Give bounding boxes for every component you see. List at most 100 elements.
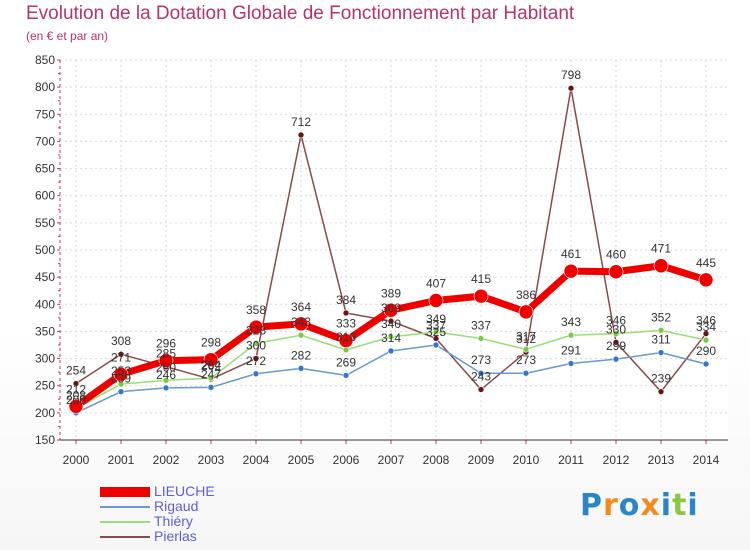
y-tick-label: 400 [35, 297, 55, 311]
data-label-lieuche: 445 [696, 256, 716, 270]
point-pierlas [342, 309, 350, 317]
data-label-thiry: 253 [111, 364, 131, 378]
point-rigaud [477, 369, 485, 377]
y-tick-label: 800 [35, 80, 55, 94]
data-label-lieuche: 460 [606, 248, 626, 262]
data-label-pierlas: 712 [291, 115, 311, 129]
point-rigaud [387, 347, 395, 355]
point-pierlas [702, 330, 710, 337]
point-thiry [657, 327, 665, 334]
y-tick-label: 850 [35, 53, 55, 67]
data-label-pierlas: 254 [66, 364, 86, 378]
point-pierlas [387, 317, 395, 325]
point-thiry [522, 346, 530, 353]
data-label-rigaud: 311 [651, 333, 670, 347]
data-label-thiry: 337 [471, 318, 491, 332]
data-label-thiry: 264 [201, 358, 221, 372]
point-lieuche [68, 399, 84, 414]
data-label-lieuche: 415 [471, 272, 491, 286]
y-tick-label: 300 [35, 352, 55, 366]
data-label-thiry: 349 [426, 312, 446, 326]
data-label-rigaud: 247 [201, 367, 221, 381]
data-label-thiry: 343 [291, 315, 311, 329]
point-thiry [477, 335, 485, 342]
data-label-pierlas: 308 [111, 334, 131, 348]
legend-label-rigaud: Rigaud [154, 498, 199, 514]
data-label-pierlas: 337 [426, 318, 446, 332]
chart-title: Evolution de la Dotation Globale de Fonc… [26, 3, 575, 24]
point-pierlas [72, 380, 80, 387]
x-tick-label: 2001 [108, 453, 135, 467]
data-label-lieuche: 296 [156, 337, 176, 351]
point-lieuche [428, 293, 444, 308]
data-label-pierlas: 369 [381, 301, 401, 315]
point-pierlas [567, 84, 575, 92]
data-label-thiry: 343 [561, 315, 581, 329]
point-lieuche [293, 316, 309, 332]
point-thiry [297, 331, 305, 339]
data-label-lieuche: 386 [516, 288, 536, 302]
data-label-thiry: 328 [246, 323, 266, 337]
y-tick-label: 500 [35, 243, 55, 257]
x-tick-label: 2006 [333, 453, 360, 467]
legend-label-pierlas: Pierlas [154, 528, 197, 544]
chart-subtitle: (en € et par an) [26, 29, 109, 43]
point-lieuche [158, 353, 174, 369]
data-label-thiry: 334 [696, 320, 716, 334]
legend-item-rigaud: Rigaud [100, 498, 300, 515]
x-tick-label: 2011 [558, 453, 584, 467]
x-tick-label: 2003 [198, 453, 225, 467]
point-lieuche [473, 288, 489, 304]
data-label-pierlas: 300 [246, 339, 266, 353]
point-rigaud [702, 360, 710, 368]
point-pierlas [252, 355, 260, 362]
point-thiry [252, 340, 260, 347]
data-label-thiry: 260 [156, 360, 176, 374]
x-tick-label: 2012 [603, 453, 630, 467]
point-lieuche [608, 264, 624, 280]
point-rigaud [207, 384, 215, 391]
data-label-rigaud: 269 [336, 355, 356, 369]
data-label-rigaud: 314 [381, 331, 401, 345]
point-pierlas [432, 335, 440, 342]
legend-swatch-pierlas [100, 536, 150, 538]
x-tick-label: 2004 [243, 453, 270, 467]
legend-swatch-lieuche [100, 487, 150, 497]
x-tick-label: 2013 [648, 453, 675, 467]
data-label-rigaud: 290 [696, 344, 716, 358]
point-rigaud [567, 360, 575, 367]
x-tick-label: 2000 [63, 453, 90, 467]
point-rigaud [612, 355, 620, 363]
data-label-lieuche: 461 [561, 247, 581, 261]
proxiti-logo: Proxiti [580, 488, 699, 523]
x-tick-label: 2009 [468, 453, 495, 467]
x-tick-label: 2008 [423, 453, 450, 467]
legend-label-lieuche: LIEUCHE [154, 483, 215, 499]
y-tick-label: 250 [35, 379, 55, 393]
data-label-thiry: 317 [516, 329, 536, 343]
line-chart: 150 200 250 300 350 400 450 500 550 600 650 700 750 8… [35, 53, 728, 467]
point-lieuche [383, 302, 399, 318]
point-thiry [162, 376, 170, 384]
point-lieuche [338, 333, 354, 348]
y-tick-label: 350 [35, 324, 55, 338]
data-label-pierlas: 312 [516, 332, 536, 346]
data-label-rigaud: 246 [156, 368, 176, 382]
y-tick-label: 550 [35, 216, 55, 230]
data-label-pierlas: 384 [336, 293, 356, 307]
y-tick-label: 750 [35, 107, 55, 121]
point-rigaud [432, 341, 440, 349]
point-lieuche [518, 304, 534, 320]
data-label-lieuche: 333 [336, 317, 356, 331]
point-pierlas [612, 338, 620, 346]
data-label-lieuche: 389 [381, 286, 401, 300]
data-label-pierlas: 798 [561, 68, 581, 82]
point-rigaud [297, 365, 305, 372]
legend-label-thiery: Thiéry [154, 513, 193, 529]
point-thiry [387, 333, 395, 341]
point-lieuche [203, 352, 219, 367]
point-pierlas [297, 131, 305, 139]
data-label-rigaud: 239 [111, 372, 131, 386]
y-tick-label: 150 [35, 433, 55, 447]
